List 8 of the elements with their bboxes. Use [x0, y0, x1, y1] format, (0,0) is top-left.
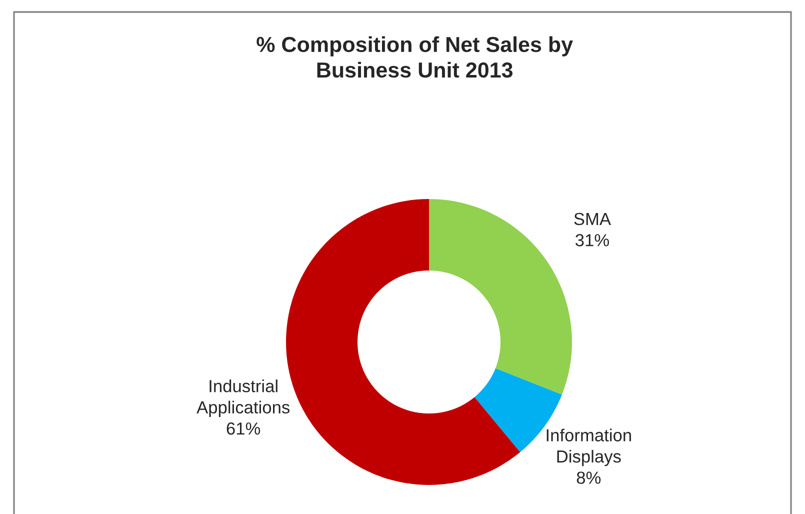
data-label: 61%	[226, 422, 260, 435]
slice-label: Industrial Applications	[196, 380, 290, 417]
data-label: 31%	[576, 234, 609, 246]
donut-slice	[429, 199, 572, 395]
chart-title: % Composition of Net Sales by Business Unit 2013	[256, 36, 573, 78]
slice-label: SMA	[574, 212, 611, 226]
data-label: 8%	[576, 472, 601, 484]
slice-label: Information Displays	[546, 428, 631, 466]
